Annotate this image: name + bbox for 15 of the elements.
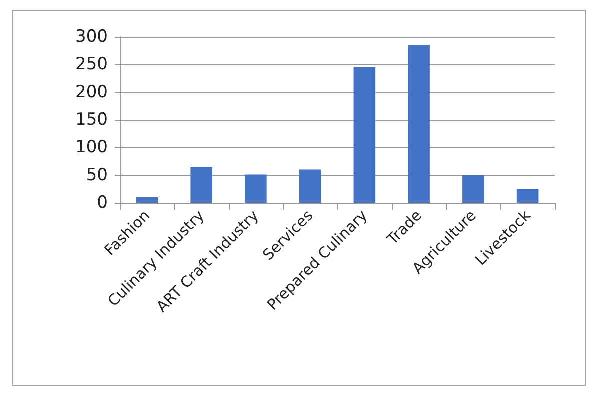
bar: [516, 189, 539, 203]
y-tick-label: 50: [86, 165, 108, 186]
bar: [299, 170, 322, 203]
bar: [462, 175, 484, 203]
bar: [190, 167, 212, 203]
y-tick-label: 150: [76, 110, 108, 130]
bar: [136, 197, 158, 203]
y-tick-label: 300: [76, 27, 108, 47]
y-tick-label: 250: [76, 54, 108, 75]
bar: [354, 67, 376, 203]
y-tick-label: 0: [97, 193, 108, 213]
bar: [245, 174, 267, 203]
y-tick-label: 100: [76, 138, 108, 158]
y-tick-label: 200: [76, 82, 108, 102]
bar: [408, 45, 430, 203]
